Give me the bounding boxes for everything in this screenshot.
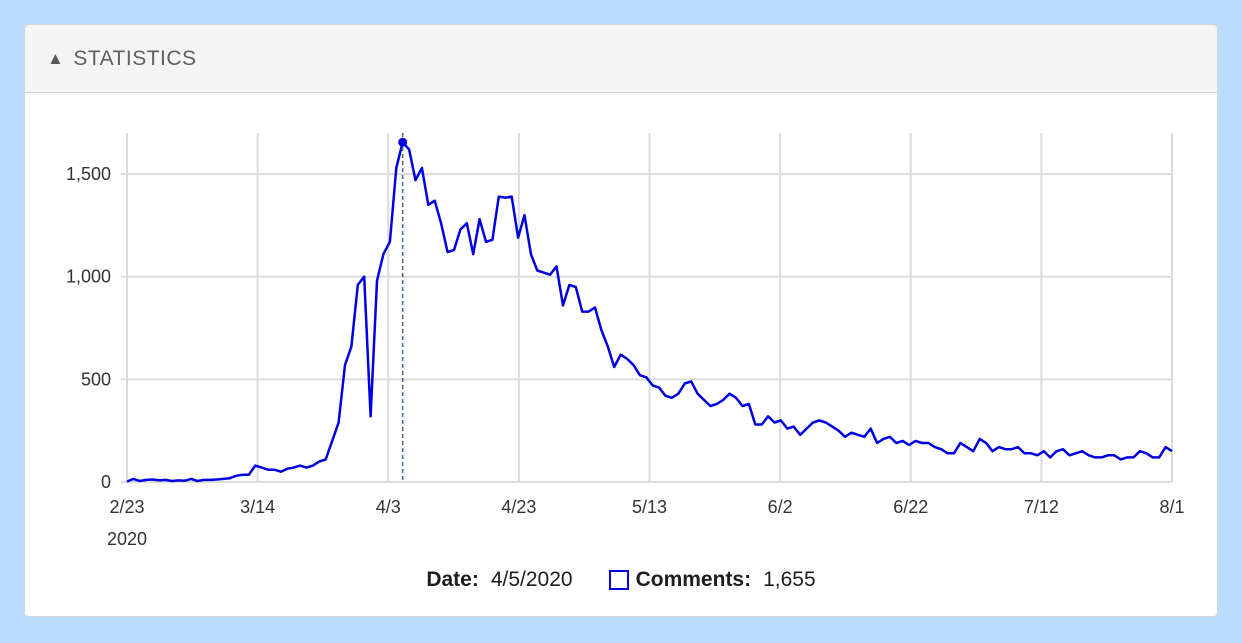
y-tick-label: 500	[81, 369, 111, 389]
series-swatch-icon[interactable]	[608, 570, 629, 590]
legend-date-label: Date:	[426, 568, 479, 591]
hover-point[interactable]	[398, 137, 408, 147]
legend-series-value: 1,655	[763, 568, 816, 591]
legend-series-label: Comments:	[635, 568, 752, 591]
chart-legend: Date: 4/5/2020 Comments: 1,655	[25, 568, 1217, 592]
x-tick-label: 2/23	[109, 497, 144, 517]
x-tick-label: 4/23	[501, 497, 536, 517]
x-tick-label: 8/1	[1159, 497, 1184, 517]
panel-title: STATISTICS	[73, 46, 197, 70]
x-tick-label: 6/22	[893, 497, 928, 517]
triangle-up-icon[interactable]: ▲	[47, 48, 65, 68]
legend-date-value: 4/5/2020	[490, 568, 573, 591]
x-tick-label: 3/14	[240, 497, 275, 517]
x-tick-label: 6/2	[768, 497, 793, 517]
x-tick-label: 7/12	[1024, 497, 1059, 517]
x-tick-label: 5/13	[632, 497, 667, 517]
x-year-label: 2020	[107, 529, 147, 549]
y-tick-label: 0	[101, 472, 111, 492]
statistics-panel: ▲ STATISTICS 2/23 3/14 4/3 4/23 5/13 6/2 6/22 7…	[24, 24, 1218, 617]
x-tick-label: 4/3	[376, 497, 401, 517]
statistics-chart[interactable]: 2/23 3/14 4/3 4/23 5/13 6/2 6/22 7/12 8/1 2020 0 50…	[25, 25, 1218, 617]
y-tick-label: 1,000	[66, 267, 111, 287]
panel-header[interactable]: ▲ STATISTICS	[25, 25, 1217, 93]
y-tick-label: 1,500	[66, 164, 111, 184]
comments-series-line	[126, 140, 1173, 483]
